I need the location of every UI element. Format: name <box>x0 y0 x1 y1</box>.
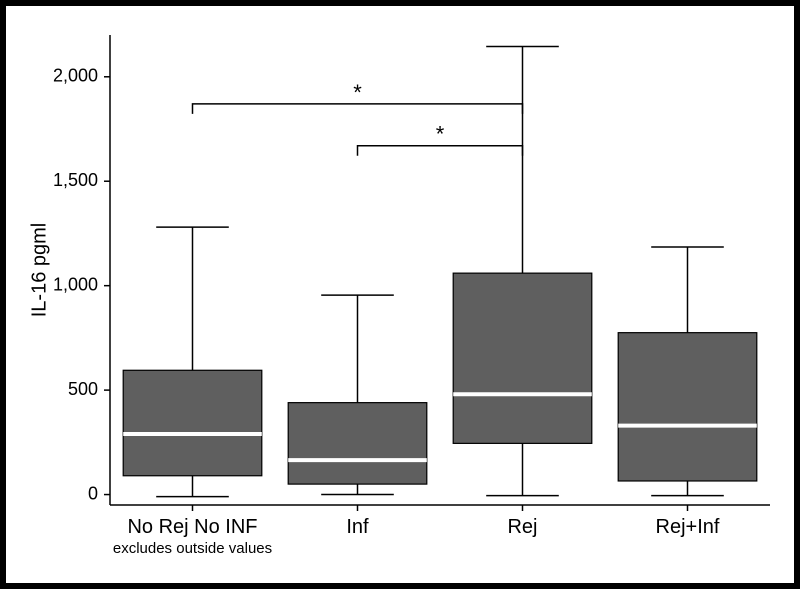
x-tick-label: Inf <box>346 516 369 538</box>
outer-border <box>3 3 797 586</box>
x-tick-label: Rej+Inf <box>656 516 720 538</box>
x-tick-label: No Rej No INF <box>127 516 257 538</box>
significance-bracket <box>358 146 523 156</box>
boxplot-svg: 0 500 1,000 1,500 2,000 IL-16 pgml No Rej No I… <box>0 0 800 589</box>
y-tick-label: 1,500 <box>53 170 98 190</box>
y-tick-label: 2,000 <box>53 66 98 86</box>
significance-star: * <box>353 80 362 105</box>
box <box>618 333 757 481</box>
x-axis-footnote: excludes outside values <box>113 540 272 557</box>
box <box>288 403 427 484</box>
x-tick-label: Rej <box>507 516 537 538</box>
significance-star: * <box>436 122 445 147</box>
y-tick-label: 500 <box>68 379 98 399</box>
y-tick-label: 0 <box>88 483 98 503</box>
y-axis-label: IL-16 pgml <box>28 223 50 318</box>
significance-bracket <box>193 104 523 114</box>
box <box>123 370 262 475</box>
y-tick-label: 1,000 <box>53 274 98 294</box>
boxplot-figure: 0 500 1,000 1,500 2,000 IL-16 pgml No Rej No I… <box>0 0 800 589</box>
box <box>453 273 592 443</box>
